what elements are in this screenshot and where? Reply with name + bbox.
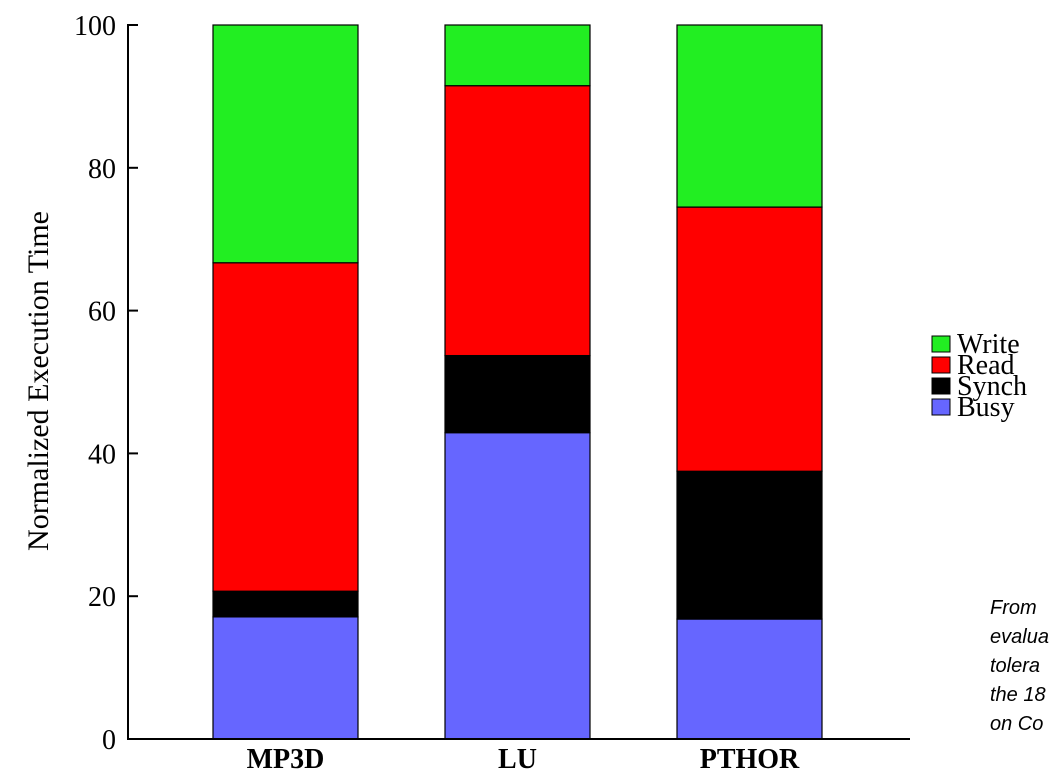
legend-label-synch: Synch: [957, 371, 1027, 402]
bars-group: [212, 24, 823, 740]
y-ticks-group: 0 20 40 60 80 100: [74, 11, 138, 756]
bar-segment-pthor-synch: [676, 470, 823, 620]
legend-label-write: Write: [957, 329, 1020, 360]
legend-swatch-busy: [931, 398, 951, 416]
x-category-label-pthor: PTHOR: [700, 744, 800, 772]
bar-segment-pthor-busy: [676, 618, 823, 740]
bar-segment-lu-busy: [444, 432, 591, 740]
y-tick-label: 40: [88, 439, 116, 470]
x-labels-group: MP3D LU PTHOR: [247, 744, 800, 772]
legend-swatch-synch: [931, 377, 951, 395]
legend-swatch-write: [931, 335, 951, 353]
y-tick-label: 20: [88, 582, 116, 613]
bar-segment-lu-read: [444, 85, 591, 357]
bar-segment-pthor-write: [676, 24, 823, 208]
bar-segment-mp3d-read: [212, 262, 359, 592]
y-tick-label: 60: [88, 297, 116, 328]
legend-swatch-read: [931, 356, 951, 374]
bar-segment-mp3d-busy: [212, 616, 359, 740]
source-note: From evalua tolera the 18 on Co: [990, 597, 1049, 735]
source-note-line: From: [990, 597, 1037, 619]
y-tick-label: 0: [102, 725, 116, 756]
bar-segment-mp3d-synch: [212, 590, 359, 618]
legend-label-busy: Busy: [957, 392, 1015, 423]
y-axis-title: Normalized Execution Time: [22, 211, 55, 551]
x-category-label-lu: LU: [498, 744, 537, 772]
y-tick-label: 80: [88, 154, 116, 185]
legend-label-read: Read: [957, 350, 1015, 381]
source-note-line: tolera: [990, 655, 1040, 677]
axes-group: [127, 24, 910, 740]
y-tick-label: 100: [74, 11, 116, 42]
bar-segment-pthor-read: [676, 206, 823, 472]
source-note-line: evalua: [990, 626, 1049, 648]
bar-segment-mp3d-write: [212, 24, 359, 264]
source-note-line: the 18: [990, 684, 1046, 706]
x-category-label-mp3d: MP3D: [247, 744, 325, 772]
bar-segment-lu-synch: [444, 354, 591, 434]
bar-segment-lu-write: [444, 24, 591, 87]
source-note-line: on Co: [990, 713, 1043, 735]
